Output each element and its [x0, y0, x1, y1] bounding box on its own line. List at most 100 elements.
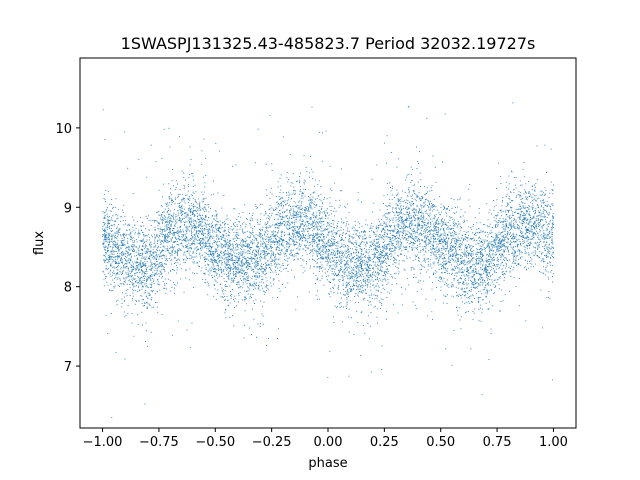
data-point: [223, 253, 225, 255]
data-point: [361, 230, 363, 232]
data-point: [276, 246, 278, 248]
data-point: [433, 237, 434, 239]
data-point: [482, 239, 484, 241]
data-point: [439, 277, 440, 279]
data-point: [486, 275, 488, 277]
data-point: [124, 316, 126, 318]
data-point: [182, 229, 184, 231]
data-point: [371, 211, 373, 213]
data-point: [383, 254, 385, 256]
data-point: [287, 265, 288, 267]
data-point: [442, 245, 444, 247]
data-point: [356, 276, 358, 278]
data-point: [272, 279, 274, 281]
data-point: [180, 229, 182, 231]
data-point: [443, 260, 445, 262]
data-point: [393, 230, 395, 232]
data-point: [228, 240, 230, 242]
data-point: [281, 218, 283, 220]
data-point: [362, 292, 364, 294]
data-point: [377, 279, 379, 280]
data-point: [524, 238, 526, 239]
data-point: [237, 232, 239, 234]
data-point: [387, 255, 389, 257]
data-point: [149, 276, 151, 277]
data-point: [193, 223, 195, 224]
data-point: [423, 232, 425, 234]
data-point: [149, 256, 151, 258]
data-point: [481, 248, 483, 250]
data-point: [192, 272, 194, 274]
data-point: [499, 241, 501, 243]
data-point: [451, 241, 452, 243]
data-point: [247, 260, 249, 261]
data-point: [116, 278, 118, 280]
data-point: [402, 227, 404, 229]
data-point: [387, 291, 389, 293]
data-point: [408, 173, 410, 175]
data-point: [128, 280, 130, 282]
data-point: [437, 223, 439, 225]
data-point: [138, 290, 140, 292]
data-point: [370, 275, 372, 277]
data-point: [172, 169, 174, 170]
data-point: [348, 241, 350, 243]
data-point: [158, 228, 160, 230]
data-point: [541, 218, 542, 220]
data-point: [485, 260, 487, 262]
data-point: [436, 223, 438, 225]
data-point: [347, 227, 349, 229]
data-point: [370, 227, 372, 229]
data-point: [425, 240, 427, 242]
data-point: [243, 278, 245, 280]
data-point: [267, 287, 269, 289]
data-point: [109, 255, 111, 257]
data-point: [487, 269, 489, 271]
data-point: [194, 239, 196, 241]
data-point: [157, 239, 159, 241]
data-point: [127, 251, 129, 253]
data-point: [294, 236, 296, 238]
data-point: [455, 238, 457, 240]
data-point: [264, 253, 266, 255]
data-point: [514, 227, 516, 229]
data-point: [468, 244, 469, 246]
data-point: [122, 261, 123, 263]
data-point: [421, 197, 423, 199]
data-point: [287, 247, 289, 249]
data-point: [299, 218, 301, 220]
data-point: [494, 233, 496, 235]
data-point: [492, 305, 494, 307]
data-point: [376, 283, 378, 285]
data-point: [167, 202, 169, 204]
data-point: [233, 231, 235, 233]
data-point: [362, 260, 364, 262]
data-point: [428, 221, 430, 223]
data-point: [257, 246, 259, 248]
data-point: [206, 246, 208, 247]
data-point: [520, 245, 522, 247]
data-point: [321, 221, 323, 223]
data-point: [293, 190, 294, 192]
data-point: [481, 260, 483, 262]
data-point: [228, 261, 230, 263]
data-point: [433, 217, 435, 219]
data-point: [305, 166, 307, 168]
data-point: [391, 243, 393, 245]
data-point: [513, 227, 515, 229]
data-point: [282, 215, 284, 217]
data-point: [288, 199, 290, 201]
data-point: [140, 240, 142, 242]
data-point: [212, 215, 213, 217]
data-point: [499, 238, 501, 240]
data-point: [311, 240, 313, 242]
data-point: [500, 242, 502, 244]
data-point: [229, 228, 231, 230]
data-point: [144, 253, 146, 254]
data-point: [280, 221, 281, 223]
data-point: [266, 272, 267, 274]
data-point: [513, 266, 515, 268]
data-point: [329, 246, 331, 247]
data-point: [202, 241, 204, 243]
data-point: [530, 194, 532, 196]
